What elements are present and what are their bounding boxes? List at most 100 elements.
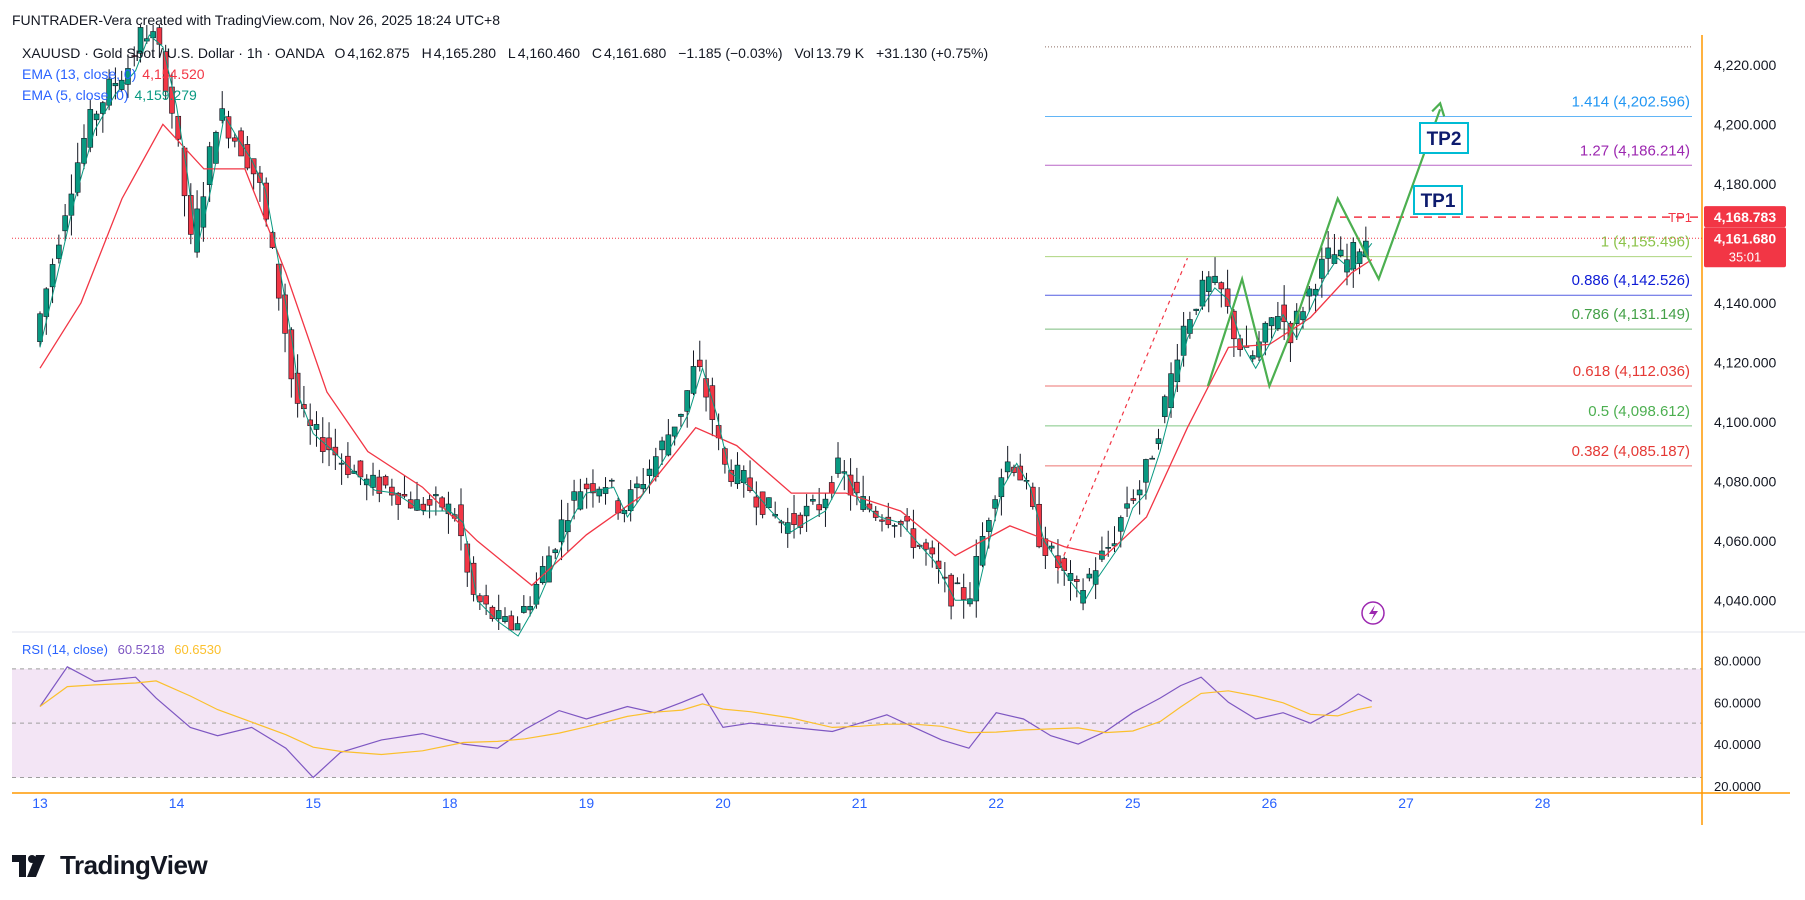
candle-body — [1080, 590, 1086, 604]
rsi-label: RSI (14, close) — [22, 642, 108, 657]
rsi-tick-label: 40.0000 — [1714, 737, 1761, 752]
volume-value: 13.79 K — [815, 45, 865, 61]
candle-body — [646, 468, 653, 476]
candle-body — [137, 27, 144, 54]
candle-body — [1117, 517, 1124, 532]
price-pane[interactable] — [12, 25, 1702, 630]
candle-body — [640, 484, 647, 490]
date-tick-label: 13 — [32, 795, 48, 811]
candle-body — [753, 496, 760, 508]
candle-body — [690, 366, 697, 394]
candle-body — [609, 479, 615, 482]
candle-body — [1155, 438, 1162, 444]
ema13-legend[interactable]: EMA (13, close, 0) 4,154.520 — [22, 66, 207, 82]
candle-body — [791, 513, 797, 525]
candle-body — [382, 476, 389, 486]
candle-body — [1124, 503, 1130, 509]
candle-body — [960, 587, 967, 600]
candle-body — [326, 437, 332, 451]
tp1-box — [1413, 185, 1463, 215]
candle-body — [979, 536, 986, 566]
projection-path — [1206, 109, 1442, 390]
ema5-legend[interactable]: EMA (5, close, 0) 4,159.279 — [22, 87, 199, 103]
candle-body — [967, 598, 973, 605]
close-value: 4,161.680 — [604, 45, 667, 61]
candle-body — [854, 481, 860, 494]
candle-body — [43, 288, 50, 317]
candle-body — [370, 474, 376, 488]
candle-body — [759, 491, 766, 515]
candle-body — [992, 499, 998, 509]
candle-body — [1149, 457, 1155, 460]
candle-body — [942, 576, 948, 579]
candle-body — [1212, 275, 1218, 283]
candle-body — [1130, 498, 1137, 501]
candle-body — [206, 146, 213, 185]
candle-body — [1300, 311, 1306, 321]
candle-body — [797, 514, 804, 528]
candle-body — [565, 520, 571, 533]
candle-body — [954, 582, 961, 585]
candle-body — [766, 497, 772, 509]
candle-body — [426, 499, 433, 506]
high-value: 4,165.280 — [433, 45, 497, 61]
fib-level-label: 1 (4,155.496) — [1601, 234, 1690, 251]
candle-body — [81, 137, 87, 164]
chart-credit: FUNTRADER-Vera created with TradingView.… — [12, 12, 501, 28]
candle-body — [263, 182, 270, 220]
candle-body — [822, 498, 829, 509]
candle-body — [363, 478, 370, 486]
date-tick-label: 19 — [579, 795, 595, 811]
current-price-tag — [1704, 227, 1786, 268]
candle-body — [1174, 359, 1181, 383]
price-tick-label: 4,180.000 — [1714, 176, 1776, 192]
candle-body — [294, 372, 301, 404]
candle-body — [671, 426, 678, 437]
candle-body — [596, 488, 603, 497]
candle-body — [100, 102, 106, 114]
lightning-icon-bolt — [1369, 605, 1378, 621]
candle-body — [527, 605, 533, 611]
candle-body — [973, 556, 980, 602]
price-tick-label: 4,080.000 — [1714, 473, 1776, 489]
ema5-value: 4,159.279 — [134, 87, 197, 103]
low-label: L — [507, 45, 516, 61]
lightning-icon[interactable] — [1361, 601, 1385, 625]
candle-body — [495, 610, 502, 620]
price-tick-label: 4,040.000 — [1714, 592, 1776, 608]
ema5-label: EMA (5, close, 0) — [22, 87, 129, 103]
candle-body — [188, 195, 194, 235]
candle-body — [1180, 325, 1187, 356]
price-tick-label: 4,140.000 — [1714, 295, 1776, 311]
candle-body — [338, 462, 345, 465]
candle-body — [923, 542, 929, 550]
candle-body — [313, 424, 320, 430]
high-label: H — [421, 45, 432, 61]
candle-body — [131, 55, 138, 57]
tp1-box-label: TP1 — [1421, 191, 1456, 212]
candle-body — [464, 543, 471, 573]
symbol-legend[interactable]: XAUUSD · Gold Spot / U.S. Dollar · 1h · … — [22, 45, 990, 61]
candle-body — [1042, 538, 1049, 556]
candle-body — [1319, 258, 1325, 279]
date-tick-label: 20 — [715, 795, 731, 811]
candle-body — [986, 520, 992, 532]
candle-body — [93, 113, 100, 121]
volume-label: Vol — [794, 45, 814, 61]
tradingview-logo[interactable]: TradingView — [12, 850, 208, 881]
candle-body — [590, 483, 596, 494]
candle-body — [1187, 319, 1193, 334]
candle-body — [1048, 545, 1055, 549]
candle-body — [571, 491, 577, 501]
candle-body — [1073, 579, 1080, 582]
candle-body — [1161, 396, 1168, 417]
candle-body — [665, 434, 672, 456]
date-tick-label: 14 — [169, 795, 185, 811]
date-tick-label: 28 — [1535, 795, 1551, 811]
ema13-label: EMA (13, close, 0) — [22, 66, 137, 82]
fib-level-label: 1.414 (4,202.596) — [1572, 94, 1690, 111]
rsi-legend[interactable]: RSI (14, close) 60.5218 60.6530 — [22, 642, 223, 657]
candle-body — [414, 499, 420, 511]
candle-body — [1262, 322, 1269, 343]
